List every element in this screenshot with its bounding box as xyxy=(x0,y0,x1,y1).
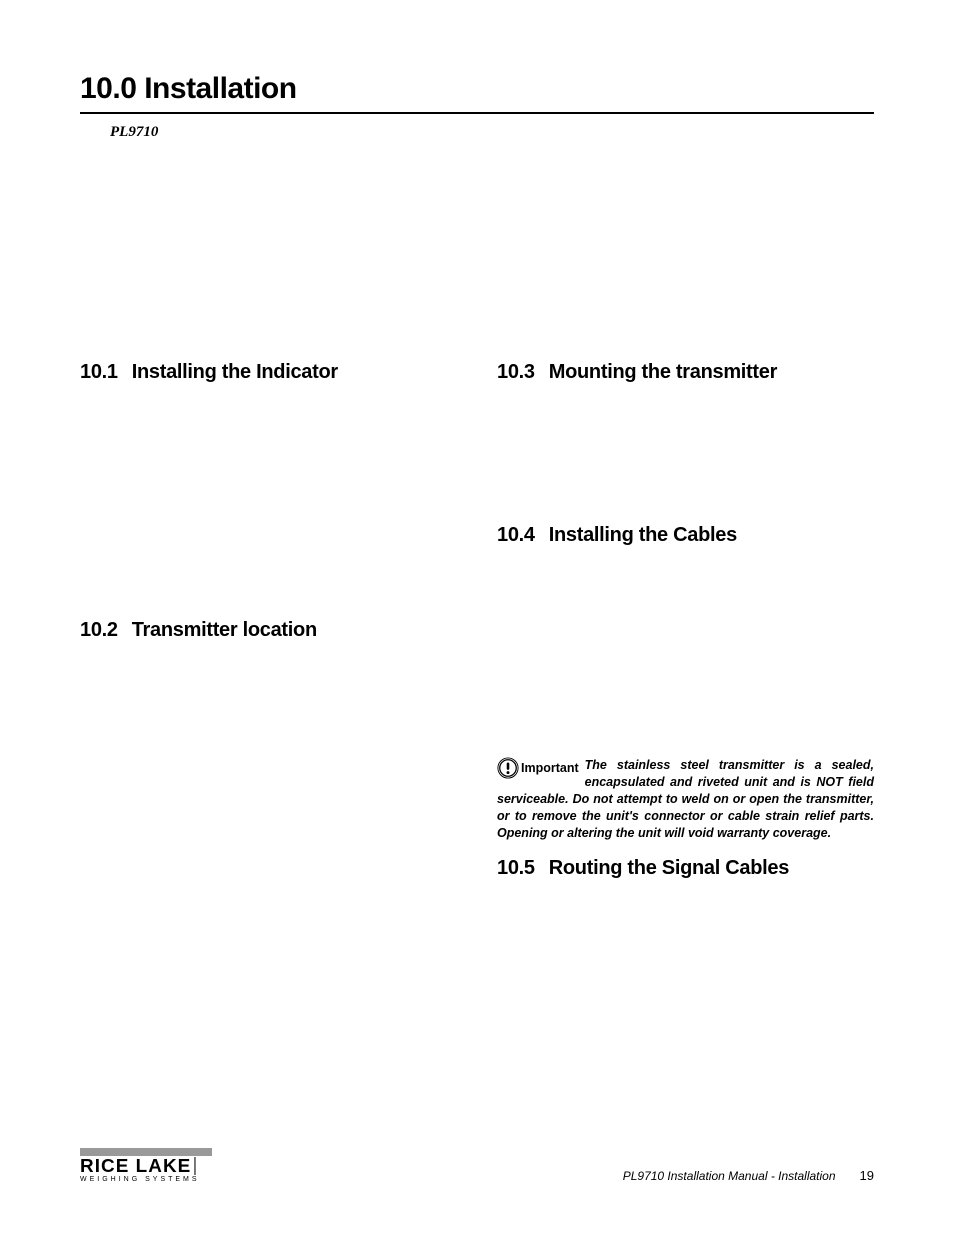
section-number: 10.4 xyxy=(497,524,535,547)
section-10-4: 10.4 Installing the Cables xyxy=(497,524,874,547)
section-text: Transmitter location xyxy=(132,619,317,641)
section-number: 10.5 xyxy=(497,857,535,880)
logo-name: RICE LAKE xyxy=(80,1157,196,1175)
section-text: Installing the Indicator xyxy=(132,361,338,383)
section-number: 10.2 xyxy=(80,619,118,642)
section-10-2: 10.2 Transmitter location xyxy=(80,619,457,642)
section-text: Mounting the transmitter xyxy=(549,361,777,383)
section-10-3: 10.3 Mounting the transmitter xyxy=(497,361,874,384)
section-number: 10.1 xyxy=(80,361,118,384)
important-note: Important The stainless steel transmitte… xyxy=(497,757,874,841)
right-column: 10.3 Mounting the transmitter 10.4 Install… xyxy=(497,361,874,890)
page-title: 10.0 Installation xyxy=(80,72,874,106)
document-page: 10.0 Installation PL9710 10.1 Installing … xyxy=(0,0,954,1235)
title-rule xyxy=(80,112,874,114)
content-columns: 10.1 Installing the Indicator 10.2 Transmi… xyxy=(80,361,874,890)
footer-doc-title: PL9710 Installation Manual - Installatio… xyxy=(623,1169,836,1183)
footer-right: PL9710 Installation Manual - Installatio… xyxy=(623,1168,874,1183)
logo-bar-icon xyxy=(80,1148,212,1156)
section-text: Installing the Cables xyxy=(549,524,737,546)
page-footer: RICE LAKE WEIGHING SYSTEMS PL9710 Instal… xyxy=(80,1148,874,1183)
logo-tagline: WEIGHING SYSTEMS xyxy=(80,1176,212,1183)
important-icon-wrap: Important xyxy=(497,757,579,779)
important-icon xyxy=(497,757,519,779)
page-number: 19 xyxy=(860,1168,874,1183)
subtitle: PL9710 xyxy=(110,124,874,141)
section-text: Routing the Signal Cables xyxy=(549,857,789,879)
section-10-5: 10.5 Routing the Signal Cables xyxy=(497,857,874,880)
brand-logo: RICE LAKE WEIGHING SYSTEMS xyxy=(80,1148,212,1183)
left-column: 10.1 Installing the Indicator 10.2 Transmi… xyxy=(80,361,457,890)
important-label: Important xyxy=(521,760,579,777)
section-10-1: 10.1 Installing the Indicator xyxy=(80,361,457,384)
section-number: 10.3 xyxy=(497,361,535,384)
